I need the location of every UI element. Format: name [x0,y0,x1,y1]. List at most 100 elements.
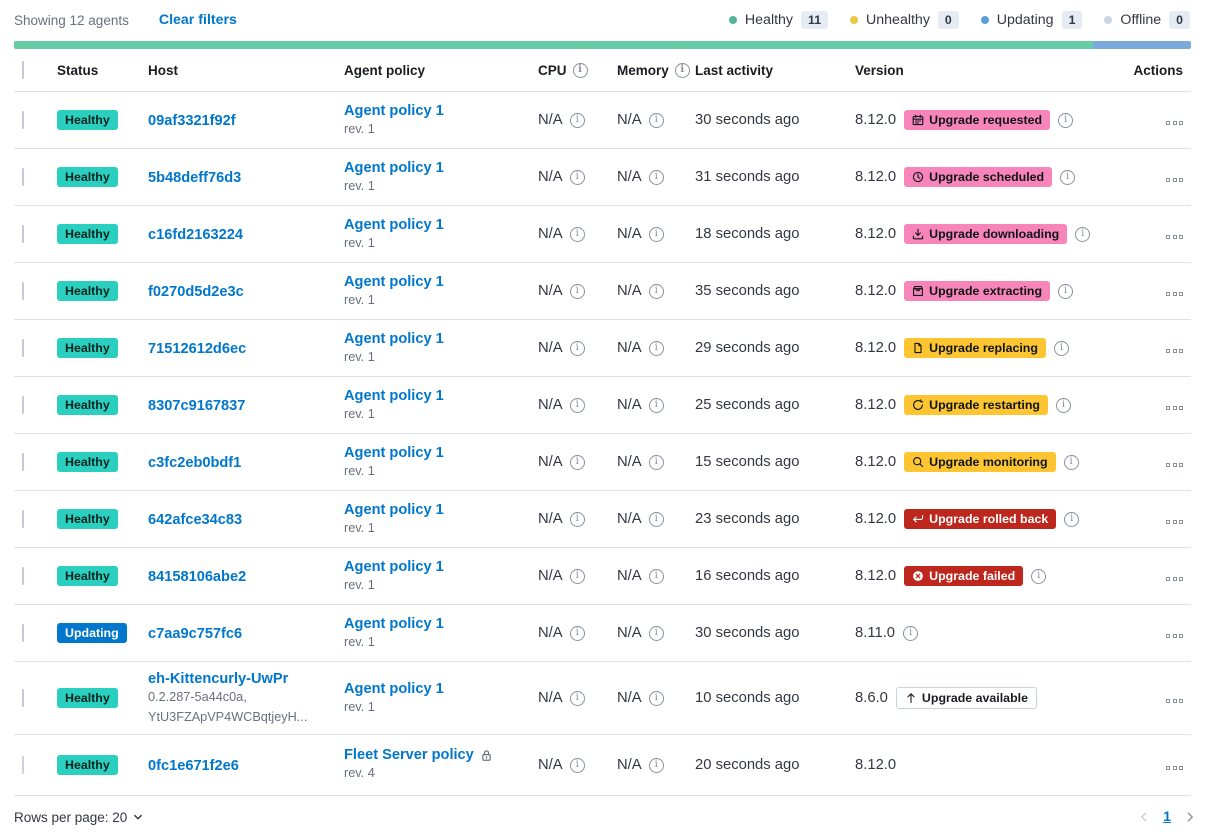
upgrade-status-badge: Upgrade scheduled [904,167,1053,187]
row-checkbox[interactable] [22,111,24,129]
actions-button[interactable] [1166,345,1183,357]
row-checkbox[interactable] [22,168,24,186]
upgrade-info-icon[interactable] [1056,397,1071,413]
actions-button[interactable] [1166,516,1183,528]
policy-link[interactable]: Agent policy 1 [344,444,444,461]
policy-link[interactable]: Agent policy 1 [344,680,444,697]
row-checkbox[interactable] [22,567,24,585]
actions-button[interactable] [1166,117,1183,129]
host-link[interactable]: f0270d5d2e3c [148,283,244,300]
memory-info-icon[interactable] [648,511,664,527]
memory-info-icon[interactable] [648,757,664,773]
cpu-value: N/A [538,226,563,242]
cpu-info-icon[interactable] [569,454,585,470]
upgrade-info-icon[interactable] [1075,226,1091,242]
cpu-info-icon[interactable] [569,169,585,185]
memory-info-icon[interactable] [648,226,664,242]
actions-button[interactable] [1166,573,1183,585]
row-checkbox[interactable] [22,225,24,243]
cpu-info-icon[interactable] [569,568,585,584]
cpu-info-icon[interactable] [569,757,585,773]
next-page-button[interactable] [1183,810,1197,824]
policy-link[interactable]: Fleet Server policy [344,747,474,764]
previous-page-button[interactable] [1137,810,1151,824]
row-checkbox[interactable] [22,510,24,528]
return-arrow-icon [913,515,924,523]
cpu-info-icon[interactable] [569,625,585,641]
host-link[interactable]: 642afce34c83 [148,511,243,528]
host-link[interactable]: 0fc1e671f2e6 [148,757,239,774]
upgrade-info-icon[interactable] [1060,169,1076,185]
cpu-header-info-icon[interactable] [572,62,588,78]
version-info-icon[interactable] [903,625,919,641]
memory-value: N/A [617,226,642,242]
policy-link[interactable]: Agent policy 1 [344,330,444,347]
host-link[interactable]: 5b48deff76d3 [148,169,242,186]
agents-table: Status Host Agent policy CPU Memory Last… [14,49,1191,796]
progress-healthy-segment [14,41,1093,49]
host-link[interactable]: eh-Kittencurly-UwPr [148,670,289,687]
policy-link[interactable]: Agent policy 1 [344,501,444,518]
actions-button[interactable] [1166,695,1183,707]
actions-button[interactable] [1166,459,1183,471]
row-checkbox[interactable] [22,624,24,642]
cpu-info-icon[interactable] [569,283,585,299]
policy-link[interactable]: Agent policy 1 [344,615,444,632]
host-link[interactable]: c16fd2163224 [148,226,243,243]
host-link[interactable]: 84158106abe2 [148,568,247,585]
policy-link[interactable]: Agent policy 1 [344,159,444,176]
cpu-value: N/A [538,625,563,641]
version-value: 8.12.0 [855,568,897,584]
upgrade-info-icon[interactable] [1031,568,1047,584]
memory-info-icon[interactable] [648,340,664,356]
host-link[interactable]: c7aa9c757fc6 [148,625,243,642]
select-all-checkbox[interactable] [22,61,24,79]
rows-per-page-button[interactable]: Rows per page: 20 [14,810,143,825]
host-link[interactable]: c3fc2eb0bdf1 [148,454,242,471]
row-checkbox[interactable] [22,339,24,357]
upgrade-info-icon[interactable] [1053,340,1069,356]
memory-info-icon[interactable] [648,169,664,185]
clock-icon [912,171,924,183]
memory-info-icon[interactable] [648,454,664,470]
policy-link[interactable]: Agent policy 1 [344,102,444,119]
policy-link[interactable]: Agent policy 1 [344,216,444,233]
row-checkbox[interactable] [22,282,24,300]
cpu-value: N/A [538,454,563,470]
host-link[interactable]: 8307c9167837 [148,397,246,414]
upgrade-info-icon[interactable] [1064,511,1080,527]
upgrade-info-icon[interactable] [1058,112,1074,128]
memory-info-icon[interactable] [648,625,664,641]
row-checkbox[interactable] [22,453,24,471]
actions-button[interactable] [1166,402,1183,414]
cpu-info-icon[interactable] [569,511,585,527]
actions-button[interactable] [1166,762,1183,774]
host-link[interactable]: 09af3321f92f [148,112,236,129]
actions-button[interactable] [1166,231,1183,243]
memory-info-icon[interactable] [648,397,664,413]
cpu-info-icon[interactable] [569,112,585,128]
policy-link[interactable]: Agent policy 1 [344,558,444,575]
cpu-info-icon[interactable] [569,690,585,706]
page-number-1[interactable]: 1 [1163,809,1171,825]
policy-link[interactable]: Agent policy 1 [344,387,444,404]
memory-info-icon[interactable] [648,568,664,584]
cpu-info-icon[interactable] [569,397,585,413]
memory-info-icon[interactable] [648,112,664,128]
actions-button[interactable] [1166,630,1183,642]
memory-info-icon[interactable] [648,690,664,706]
upgrade-info-icon[interactable] [1063,454,1079,470]
clear-filters-link[interactable]: Clear filters [158,12,237,28]
memory-info-icon[interactable] [648,283,664,299]
memory-header-info-icon[interactable] [674,62,690,78]
policy-link[interactable]: Agent policy 1 [344,273,444,290]
host-link[interactable]: 71512612d6ec [148,340,247,357]
cpu-info-icon[interactable] [569,340,585,356]
row-checkbox[interactable] [22,689,24,707]
row-checkbox[interactable] [22,396,24,414]
download-icon [912,228,924,240]
actions-button[interactable] [1166,288,1183,300]
upgrade-info-icon[interactable] [1058,283,1074,299]
actions-button[interactable] [1166,174,1183,186]
cpu-info-icon[interactable] [569,226,585,242]
